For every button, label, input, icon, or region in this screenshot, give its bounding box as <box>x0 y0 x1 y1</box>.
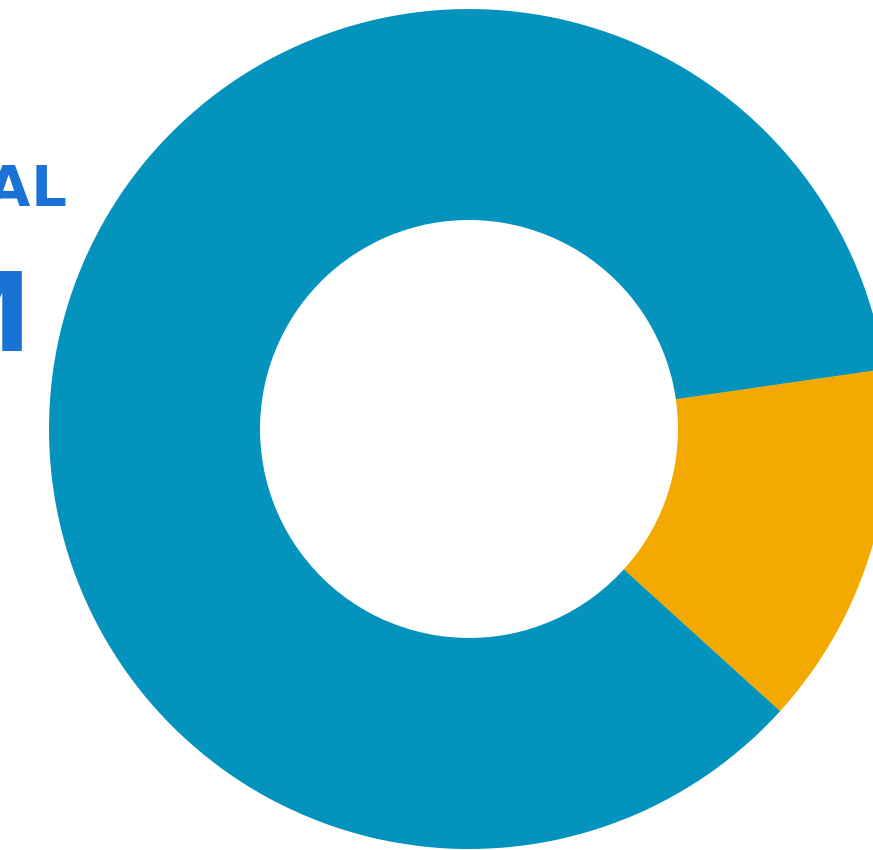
donut-slice-1 <box>623 370 873 712</box>
donut-slice-0 <box>49 9 873 849</box>
side-label-line-1: AL <box>0 155 68 220</box>
cropped-side-label: AL M <box>0 0 120 400</box>
side-label-line-2: M <box>0 258 32 368</box>
